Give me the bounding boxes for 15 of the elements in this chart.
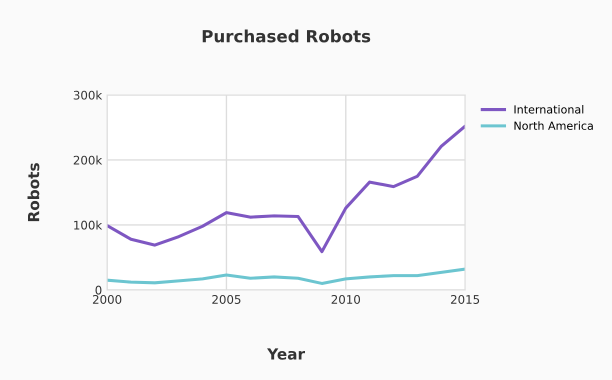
y-tick-label: 200k bbox=[74, 155, 102, 165]
x-tick-label: 2015 bbox=[450, 295, 480, 304]
line-series bbox=[107, 268, 466, 285]
legend-label: North America bbox=[514, 121, 593, 130]
y-tick-label: 300k bbox=[74, 90, 102, 100]
line-series bbox=[107, 124, 466, 254]
x-tick-label: 2000 bbox=[92, 295, 122, 304]
x-axis-title: Year bbox=[267, 348, 306, 360]
chart-title: Purchased Robots bbox=[202, 30, 370, 42]
legend-label: International bbox=[514, 105, 584, 114]
x-tick-label: 2005 bbox=[212, 295, 240, 304]
y-axis-title: Robots bbox=[28, 163, 40, 222]
x-tick-label: 2010 bbox=[332, 295, 360, 304]
y-tick-label: 100k bbox=[74, 220, 102, 230]
y-tick-label: 0 bbox=[96, 286, 102, 295]
